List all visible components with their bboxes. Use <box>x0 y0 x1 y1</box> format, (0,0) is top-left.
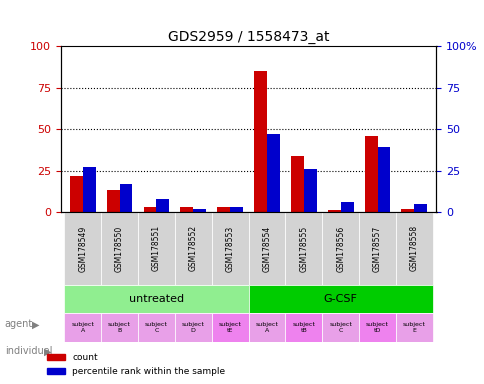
FancyBboxPatch shape <box>64 313 101 342</box>
Text: subject
C: subject C <box>145 322 167 333</box>
FancyBboxPatch shape <box>138 212 175 285</box>
Bar <box>70 175 83 212</box>
Bar <box>106 190 120 212</box>
Text: ▶: ▶ <box>31 319 39 329</box>
Title: GDS2959 / 1558473_at: GDS2959 / 1558473_at <box>167 30 329 44</box>
Bar <box>217 207 230 212</box>
FancyBboxPatch shape <box>64 285 248 313</box>
Text: GSM178551: GSM178551 <box>151 225 161 271</box>
FancyBboxPatch shape <box>175 212 212 285</box>
FancyBboxPatch shape <box>248 285 432 313</box>
Bar <box>180 207 193 212</box>
FancyBboxPatch shape <box>138 313 175 342</box>
FancyBboxPatch shape <box>358 212 395 285</box>
Text: untreated: untreated <box>129 294 183 304</box>
Text: subject
D: subject D <box>182 322 204 333</box>
Legend: count, percentile rank within the sample: count, percentile rank within the sample <box>43 350 228 379</box>
Bar <box>364 136 377 212</box>
Text: GSM178558: GSM178558 <box>409 225 418 271</box>
Text: agent: agent <box>5 319 33 329</box>
Text: GSM178550: GSM178550 <box>115 225 124 271</box>
Bar <box>156 199 169 212</box>
Text: GSM178555: GSM178555 <box>299 225 308 271</box>
Text: GSM178557: GSM178557 <box>372 225 381 271</box>
Bar <box>377 147 390 212</box>
Text: GSM178552: GSM178552 <box>188 225 197 271</box>
FancyBboxPatch shape <box>358 313 395 342</box>
Text: individual: individual <box>5 346 52 356</box>
Text: G-CSF: G-CSF <box>323 294 357 304</box>
Text: subject
tE: subject tE <box>218 322 241 333</box>
FancyBboxPatch shape <box>248 212 285 285</box>
Bar <box>401 209 413 212</box>
Text: ▶: ▶ <box>44 346 51 356</box>
Text: GSM178556: GSM178556 <box>335 225 345 271</box>
FancyBboxPatch shape <box>175 313 212 342</box>
FancyBboxPatch shape <box>64 212 101 285</box>
Text: subject
A: subject A <box>71 322 94 333</box>
Bar <box>327 210 340 212</box>
FancyBboxPatch shape <box>101 212 138 285</box>
Bar <box>413 204 426 212</box>
Bar <box>303 169 316 212</box>
Text: GSM178549: GSM178549 <box>78 225 87 271</box>
FancyBboxPatch shape <box>248 313 285 342</box>
FancyBboxPatch shape <box>212 313 248 342</box>
Text: subject
C: subject C <box>329 322 351 333</box>
FancyBboxPatch shape <box>395 212 432 285</box>
Text: subject
tD: subject tD <box>365 322 388 333</box>
Bar <box>340 202 353 212</box>
Bar <box>290 156 303 212</box>
FancyBboxPatch shape <box>395 313 432 342</box>
Text: subject
tB: subject tB <box>292 322 315 333</box>
FancyBboxPatch shape <box>101 313 138 342</box>
Bar <box>120 184 132 212</box>
Bar <box>230 207 242 212</box>
Text: GSM178554: GSM178554 <box>262 225 271 271</box>
Text: GSM178553: GSM178553 <box>225 225 234 271</box>
FancyBboxPatch shape <box>285 212 321 285</box>
Bar <box>83 167 95 212</box>
FancyBboxPatch shape <box>321 212 358 285</box>
FancyBboxPatch shape <box>212 212 248 285</box>
FancyBboxPatch shape <box>321 313 358 342</box>
Text: subject
E: subject E <box>402 322 425 333</box>
Bar <box>266 134 279 212</box>
Bar <box>254 71 266 212</box>
Bar <box>143 207 156 212</box>
Text: subject
A: subject A <box>255 322 278 333</box>
Text: subject
B: subject B <box>108 322 131 333</box>
Bar <box>193 209 206 212</box>
FancyBboxPatch shape <box>285 313 321 342</box>
